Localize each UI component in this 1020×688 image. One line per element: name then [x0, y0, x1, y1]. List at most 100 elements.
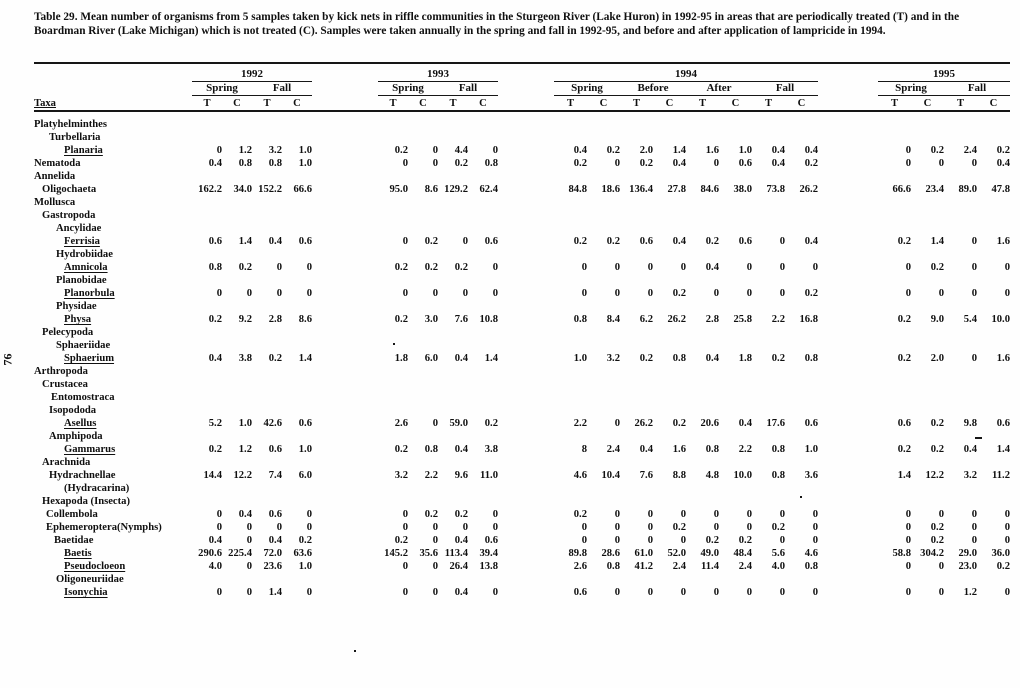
value-cell: 0 — [905, 509, 911, 520]
value-cell: 0.2 — [897, 353, 911, 364]
value-cell: 0 — [680, 535, 686, 546]
value-cell — [282, 482, 312, 495]
value-cell: 0 — [779, 236, 785, 247]
value-cell — [408, 274, 438, 287]
row-spacer — [312, 508, 378, 521]
row-spacer — [818, 560, 878, 573]
value-cell — [192, 365, 222, 378]
value-cell — [192, 248, 222, 261]
tc-header-row: Taxa T C T C T C T C T C T C T C T C T C T C — [34, 95, 1010, 112]
taxa-header-spacer — [34, 62, 192, 82]
value-cell — [252, 339, 282, 352]
value-cell — [944, 209, 977, 222]
taxa-name: Pelecypoda — [42, 327, 94, 338]
row-spacer — [818, 365, 878, 378]
value-cell — [719, 482, 752, 495]
value-cell: 0.2 — [672, 288, 686, 299]
value-cell: 1.4 — [996, 444, 1010, 455]
value-cell: 0 — [647, 288, 653, 299]
row-spacer — [498, 508, 554, 521]
value-cell — [378, 391, 408, 404]
header-spacer — [818, 95, 878, 112]
value-cell: 1.0 — [298, 158, 312, 169]
value-cell: 0.6 — [298, 418, 312, 429]
value-cell: 0.4 — [268, 236, 282, 247]
header-spacer — [498, 62, 554, 82]
value-cell — [408, 222, 438, 235]
value-cell — [977, 274, 1010, 287]
value-cell — [977, 391, 1010, 404]
value-cell: 129.2 — [444, 184, 468, 195]
value-cell: 0.2 — [268, 353, 282, 364]
value-cell — [378, 482, 408, 495]
row-spacer — [818, 586, 878, 599]
season-label: Fall — [252, 81, 312, 96]
value-cell — [587, 482, 620, 495]
value-cell: 58.8 — [892, 548, 911, 559]
row-spacer — [312, 235, 378, 248]
value-cell: 0 — [614, 587, 620, 598]
table-row: Arthropoda — [34, 365, 1010, 378]
row-spacer — [818, 482, 878, 495]
value-cell: 0 — [432, 561, 438, 572]
value-cell: 0.2 — [573, 158, 587, 169]
value-cell — [653, 482, 686, 495]
value-cell — [438, 365, 468, 378]
season-label: Spring — [192, 81, 252, 96]
value-cell: 0 — [432, 288, 438, 299]
value-cell — [222, 222, 252, 235]
value-cell — [944, 274, 977, 287]
taxa-name: Platyhelminthes — [34, 119, 107, 130]
table-row: Ancylidae — [34, 222, 1010, 235]
control-column-header: C — [468, 95, 498, 112]
value-cell — [944, 300, 977, 313]
value-cell: 1.0 — [804, 444, 818, 455]
value-cell: 0 — [971, 353, 977, 364]
value-cell — [878, 222, 911, 235]
value-cell: 0 — [1004, 509, 1010, 520]
taxa-name: Ferrisia — [64, 236, 100, 247]
header-spacer — [312, 82, 378, 96]
value-cell: 27.8 — [667, 184, 686, 195]
value-cell: 0 — [462, 236, 468, 247]
taxa-label: Pelecypoda — [34, 326, 192, 339]
row-spacer — [312, 352, 378, 365]
value-cell — [719, 209, 752, 222]
value-cell — [252, 482, 282, 495]
value-cell — [620, 365, 653, 378]
value-cell — [944, 131, 977, 144]
treated-column-header: T — [878, 95, 911, 112]
taxa-label: Sphaerium — [34, 352, 192, 365]
value-cell — [438, 111, 468, 131]
value-cell — [653, 404, 686, 417]
value-cell: 0.4 — [672, 158, 686, 169]
value-cell — [378, 404, 408, 417]
value-cell: 2.4 — [738, 561, 752, 572]
value-cell: 0.2 — [454, 262, 468, 273]
header-spacer — [818, 62, 878, 82]
value-cell — [252, 404, 282, 417]
control-column-header: C — [653, 95, 686, 112]
value-cell: 0 — [680, 587, 686, 598]
value-cell: 0.2 — [606, 236, 620, 247]
value-cell — [282, 456, 312, 469]
value-cell — [719, 300, 752, 313]
value-cell: 0.4 — [208, 158, 222, 169]
value-cell: 5.4 — [963, 314, 977, 325]
value-cell — [944, 248, 977, 261]
table-caption: Table 29. Mean number of organisms from … — [34, 10, 1012, 38]
value-cell: 0 — [402, 288, 408, 299]
value-cell — [554, 456, 587, 469]
taxa-label: Arthropoda — [34, 365, 192, 378]
value-cell — [719, 170, 752, 183]
caption-line-1: Table 29. Mean number of organisms from … — [34, 11, 960, 23]
value-cell — [554, 391, 587, 404]
row-spacer — [818, 222, 878, 235]
row-spacer — [498, 521, 554, 534]
value-cell: 0.2 — [394, 145, 408, 156]
row-spacer — [312, 482, 378, 495]
value-cell: 3.2 — [606, 353, 620, 364]
value-cell — [752, 209, 785, 222]
value-cell — [192, 111, 222, 131]
taxa-name: Pseudocloeon — [64, 561, 126, 572]
